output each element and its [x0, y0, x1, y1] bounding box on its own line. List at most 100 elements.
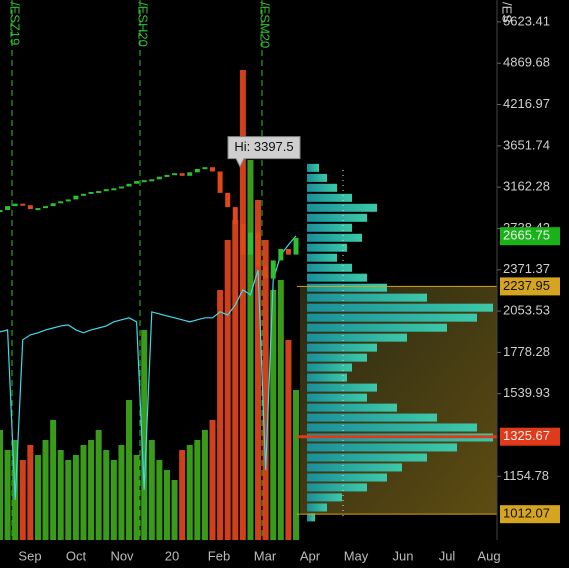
price-candle	[73, 195, 79, 200]
price-candle	[202, 167, 208, 170]
profile-bar	[307, 233, 362, 242]
volume-bar	[34, 455, 41, 540]
price-candle	[293, 237, 299, 255]
contract-label: /ESZ19	[8, 2, 23, 45]
price-candle	[225, 192, 231, 208]
volume-bar	[293, 390, 299, 540]
price-candle	[164, 174, 170, 177]
price-candle	[240, 224, 246, 255]
profile-bar	[307, 463, 402, 472]
price-candle	[141, 180, 147, 183]
price-candle	[27, 205, 33, 210]
volume-bar	[110, 460, 117, 540]
price-candle	[88, 191, 94, 194]
price-candle	[149, 179, 155, 182]
profile-bar	[307, 363, 352, 372]
profile-bar	[307, 323, 447, 332]
profile-bar	[307, 333, 407, 342]
y-tick-label: 1154.78	[503, 468, 549, 483]
annotation-text: Hi: 3397.5	[234, 139, 293, 154]
profile-bar	[307, 373, 347, 382]
price-candle	[12, 203, 18, 207]
y-tick-label: 1539.93	[503, 385, 550, 400]
x-tick-label: Mar	[254, 548, 277, 563]
volume-bar	[103, 450, 110, 540]
volume-bar	[201, 430, 208, 540]
volume-bar	[95, 430, 102, 540]
profile-bar	[307, 383, 377, 392]
price-candle	[247, 232, 253, 255]
volume-bar	[239, 70, 246, 540]
x-tick-label: Apr	[300, 548, 321, 563]
profile-bar	[307, 223, 352, 232]
price-candle	[50, 203, 56, 207]
contract-label: /ESM20	[258, 2, 273, 48]
profile-bar	[307, 443, 457, 452]
profile-bar	[307, 513, 315, 522]
x-tick-label: Nov	[110, 548, 134, 563]
volume-bar	[194, 440, 201, 540]
profile-bar	[307, 493, 342, 502]
price-candle	[20, 203, 26, 206]
profile-bar	[307, 173, 327, 182]
x-tick-label: 20	[165, 548, 179, 563]
profile-bar	[307, 473, 387, 482]
volume-bar	[0, 430, 3, 540]
profile-bar	[307, 193, 352, 202]
x-tick-label: Jul	[439, 548, 456, 563]
x-tick-label: May	[344, 548, 369, 563]
profile-bar	[307, 393, 367, 402]
annotation-box	[227, 136, 301, 168]
profile-bar	[307, 273, 367, 282]
volume-bar	[126, 400, 133, 540]
volume-bar	[57, 450, 64, 540]
price-candle	[194, 168, 200, 173]
profile-bar	[307, 203, 377, 212]
volume-bar	[232, 220, 239, 540]
price-candle	[35, 208, 41, 211]
price-badge	[500, 227, 560, 246]
volume-bar	[80, 445, 87, 540]
price-badge	[500, 427, 560, 446]
price-candle	[232, 207, 238, 225]
indicator-line	[0, 235, 297, 500]
profile-bar	[307, 213, 367, 222]
profile-bar	[307, 263, 352, 272]
volume-bar	[255, 200, 262, 540]
volume-bar	[163, 470, 170, 540]
symbol-label: /ES	[500, 2, 515, 23]
profile-bar	[307, 163, 319, 172]
y-tick-label: 3162.28	[503, 179, 550, 194]
volume-bar	[209, 420, 216, 540]
volume-bar	[133, 455, 140, 540]
volume-bar	[156, 460, 163, 540]
price-candle	[179, 173, 185, 176]
volume-bar	[141, 330, 148, 540]
price-candle	[118, 186, 124, 189]
volume-bar	[19, 460, 26, 540]
price-candle	[103, 189, 109, 192]
profile-bar	[307, 313, 477, 322]
price-badge-label: 1012.07	[503, 506, 550, 521]
profile-bar	[307, 423, 477, 432]
price-candle	[126, 183, 132, 187]
price-candle	[278, 248, 284, 261]
volume-bar	[118, 445, 125, 540]
volume-bar	[262, 240, 269, 540]
profile-bar	[307, 503, 327, 512]
y-tick-label: 1778.28	[503, 344, 550, 359]
price-candle	[263, 266, 269, 279]
profile-bar	[307, 293, 427, 302]
y-tick-label: 4869.68	[503, 55, 550, 70]
profile-bar	[307, 343, 377, 352]
y-tick-label: 3651.74	[503, 137, 550, 152]
volume-bar	[148, 440, 155, 540]
price-candle	[96, 191, 102, 194]
profile-bar	[307, 453, 427, 462]
volume-bar	[277, 280, 284, 540]
price-candle	[80, 193, 86, 196]
profile-bar	[307, 303, 493, 312]
y-tick-label: 2371.37	[503, 261, 550, 276]
price-candle	[270, 260, 276, 279]
